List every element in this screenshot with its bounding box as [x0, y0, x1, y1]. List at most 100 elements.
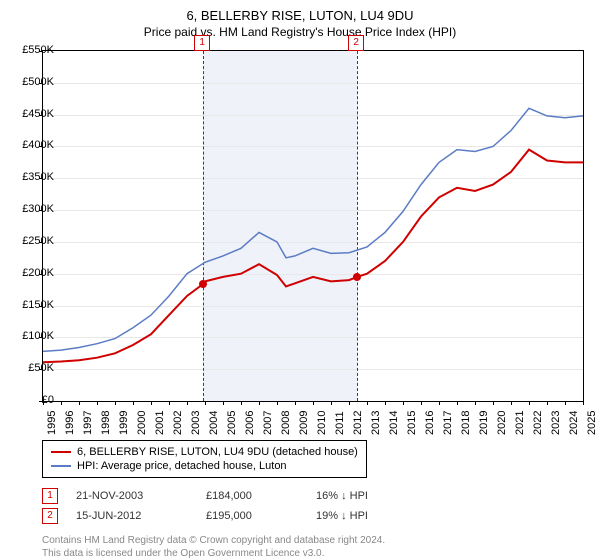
legend-swatch [51, 465, 71, 467]
series-property [43, 150, 583, 363]
copyright-text: Contains HM Land Registry data © Crown c… [42, 534, 385, 560]
sale-marker-box: 1 [42, 488, 58, 504]
sale-record-row: 2 15-JUN-2012£195,00019% ↓ HPI [42, 508, 368, 524]
x-tick [421, 401, 422, 405]
x-axis-tick-label: 2001 [154, 411, 166, 435]
x-axis-tick-label: 2011 [334, 411, 346, 435]
x-axis-tick-label: 2018 [460, 411, 472, 435]
x-tick [583, 401, 584, 405]
y-axis-tick-label: £500K [14, 76, 54, 88]
x-axis-tick-label: 2012 [352, 411, 364, 435]
x-axis-tick-label: 2024 [568, 411, 580, 435]
x-tick [277, 401, 278, 405]
chart-container: 6, BELLERBY RISE, LUTON, LU4 9DU Price p… [0, 0, 600, 560]
x-tick [403, 401, 404, 405]
x-axis-tick-label: 2004 [208, 411, 220, 435]
x-axis-tick-label: 2007 [262, 411, 274, 435]
y-axis-tick-label: £300K [14, 203, 54, 215]
x-axis-tick-label: 1997 [82, 411, 94, 435]
x-axis-tick-label: 2000 [136, 411, 148, 435]
plot-area [42, 50, 584, 402]
y-axis-tick-label: £550K [14, 44, 54, 56]
x-tick [511, 401, 512, 405]
legend-item: 6, BELLERBY RISE, LUTON, LU4 9DU (detach… [51, 445, 358, 459]
x-axis-tick-label: 2023 [550, 411, 562, 435]
x-axis-tick-label: 1998 [100, 411, 112, 435]
y-axis-tick-label: £0 [14, 394, 54, 406]
x-tick [151, 401, 152, 405]
sale-price: £195,000 [206, 510, 316, 522]
sale-marker-box: 2 [348, 35, 364, 51]
x-axis-tick-label: 2008 [280, 411, 292, 435]
y-axis-tick-label: £250K [14, 235, 54, 247]
x-axis-tick-label: 2006 [244, 411, 256, 435]
x-axis-tick-label: 2002 [172, 411, 184, 435]
y-axis-tick-label: £400K [14, 139, 54, 151]
x-tick [529, 401, 530, 405]
x-axis-tick-label: 2020 [496, 411, 508, 435]
x-axis-tick-label: 2019 [478, 411, 490, 435]
x-tick [547, 401, 548, 405]
sale-hpi-delta: 16% ↓ HPI [316, 490, 368, 502]
y-axis-tick-label: £150K [14, 299, 54, 311]
series-hpi [43, 108, 583, 351]
sale-date: 15-JUN-2012 [76, 510, 206, 522]
y-axis-tick-label: £450K [14, 108, 54, 120]
x-tick [349, 401, 350, 405]
y-axis-tick-label: £100K [14, 330, 54, 342]
sale-marker-box: 1 [194, 35, 210, 51]
sale-price: £184,000 [206, 490, 316, 502]
x-tick [313, 401, 314, 405]
legend-box: 6, BELLERBY RISE, LUTON, LU4 9DU (detach… [42, 440, 367, 478]
sale-date: 21-NOV-2003 [76, 490, 206, 502]
x-tick [133, 401, 134, 405]
sale-hpi-delta: 19% ↓ HPI [316, 510, 368, 522]
x-tick [61, 401, 62, 405]
x-axis-tick-label: 2016 [424, 411, 436, 435]
x-tick [187, 401, 188, 405]
x-axis-tick-label: 2005 [226, 411, 238, 435]
x-axis-tick-label: 2017 [442, 411, 454, 435]
x-tick [97, 401, 98, 405]
y-axis-tick-label: £350K [14, 171, 54, 183]
chart-subtitle: Price paid vs. HM Land Registry's House … [0, 23, 600, 39]
sale-record-row: 1 21-NOV-2003£184,00016% ↓ HPI [42, 488, 368, 504]
legend-swatch [51, 451, 71, 453]
x-tick [565, 401, 566, 405]
x-tick [79, 401, 80, 405]
sale-point-dot [199, 280, 207, 288]
x-tick [367, 401, 368, 405]
copyright-line1: Contains HM Land Registry data © Crown c… [42, 534, 385, 547]
x-tick [457, 401, 458, 405]
x-axis-tick-label: 2010 [316, 411, 328, 435]
x-tick [439, 401, 440, 405]
x-axis-tick-label: 1999 [118, 411, 130, 435]
line-series-svg [43, 51, 583, 401]
y-axis-tick-label: £200K [14, 267, 54, 279]
x-axis-tick-label: 2003 [190, 411, 202, 435]
x-tick [115, 401, 116, 405]
x-axis-tick-label: 2014 [388, 411, 400, 435]
x-tick [493, 401, 494, 405]
y-axis-tick-label: £50K [14, 362, 54, 374]
x-tick [385, 401, 386, 405]
x-tick [475, 401, 476, 405]
x-tick [241, 401, 242, 405]
x-tick [169, 401, 170, 405]
x-axis-tick-label: 2015 [406, 411, 418, 435]
sale-point-dot [353, 273, 361, 281]
x-tick [295, 401, 296, 405]
legend-label: 6, BELLERBY RISE, LUTON, LU4 9DU (detach… [77, 446, 358, 458]
x-axis-tick-label: 2021 [514, 411, 526, 435]
sale-marker-box: 2 [42, 508, 58, 524]
x-axis-tick-label: 2025 [586, 411, 598, 435]
x-axis-tick-label: 1995 [46, 411, 58, 435]
legend-label: HPI: Average price, detached house, Luto… [77, 460, 287, 472]
x-axis-tick-label: 2022 [532, 411, 544, 435]
x-tick [259, 401, 260, 405]
chart-title: 6, BELLERBY RISE, LUTON, LU4 9DU [0, 0, 600, 23]
legend-item: HPI: Average price, detached house, Luto… [51, 459, 358, 473]
copyright-line2: This data is licensed under the Open Gov… [42, 547, 385, 560]
x-axis-tick-label: 2009 [298, 411, 310, 435]
x-tick [205, 401, 206, 405]
